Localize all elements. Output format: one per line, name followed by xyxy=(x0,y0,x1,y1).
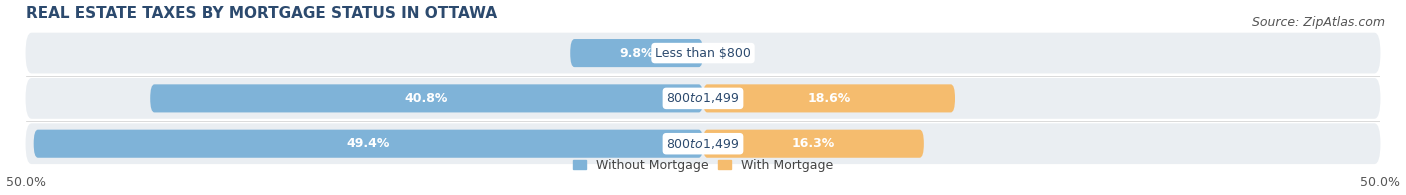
Text: 40.8%: 40.8% xyxy=(405,92,449,105)
Text: Source: ZipAtlas.com: Source: ZipAtlas.com xyxy=(1251,16,1385,29)
Text: REAL ESTATE TAXES BY MORTGAGE STATUS IN OTTAWA: REAL ESTATE TAXES BY MORTGAGE STATUS IN … xyxy=(25,5,496,20)
Text: $800 to $1,499: $800 to $1,499 xyxy=(666,91,740,105)
FancyBboxPatch shape xyxy=(571,39,703,67)
FancyBboxPatch shape xyxy=(25,123,1381,164)
Text: 9.8%: 9.8% xyxy=(620,47,654,60)
FancyBboxPatch shape xyxy=(703,84,955,113)
Text: 16.3%: 16.3% xyxy=(792,137,835,150)
Legend: Without Mortgage, With Mortgage: Without Mortgage, With Mortgage xyxy=(574,159,832,172)
FancyBboxPatch shape xyxy=(25,33,1381,74)
Text: 49.4%: 49.4% xyxy=(347,137,389,150)
Text: Less than $800: Less than $800 xyxy=(655,47,751,60)
FancyBboxPatch shape xyxy=(703,130,924,158)
FancyBboxPatch shape xyxy=(25,78,1381,119)
FancyBboxPatch shape xyxy=(34,130,703,158)
FancyBboxPatch shape xyxy=(150,84,703,113)
Text: 18.6%: 18.6% xyxy=(807,92,851,105)
Text: $800 to $1,499: $800 to $1,499 xyxy=(666,137,740,151)
